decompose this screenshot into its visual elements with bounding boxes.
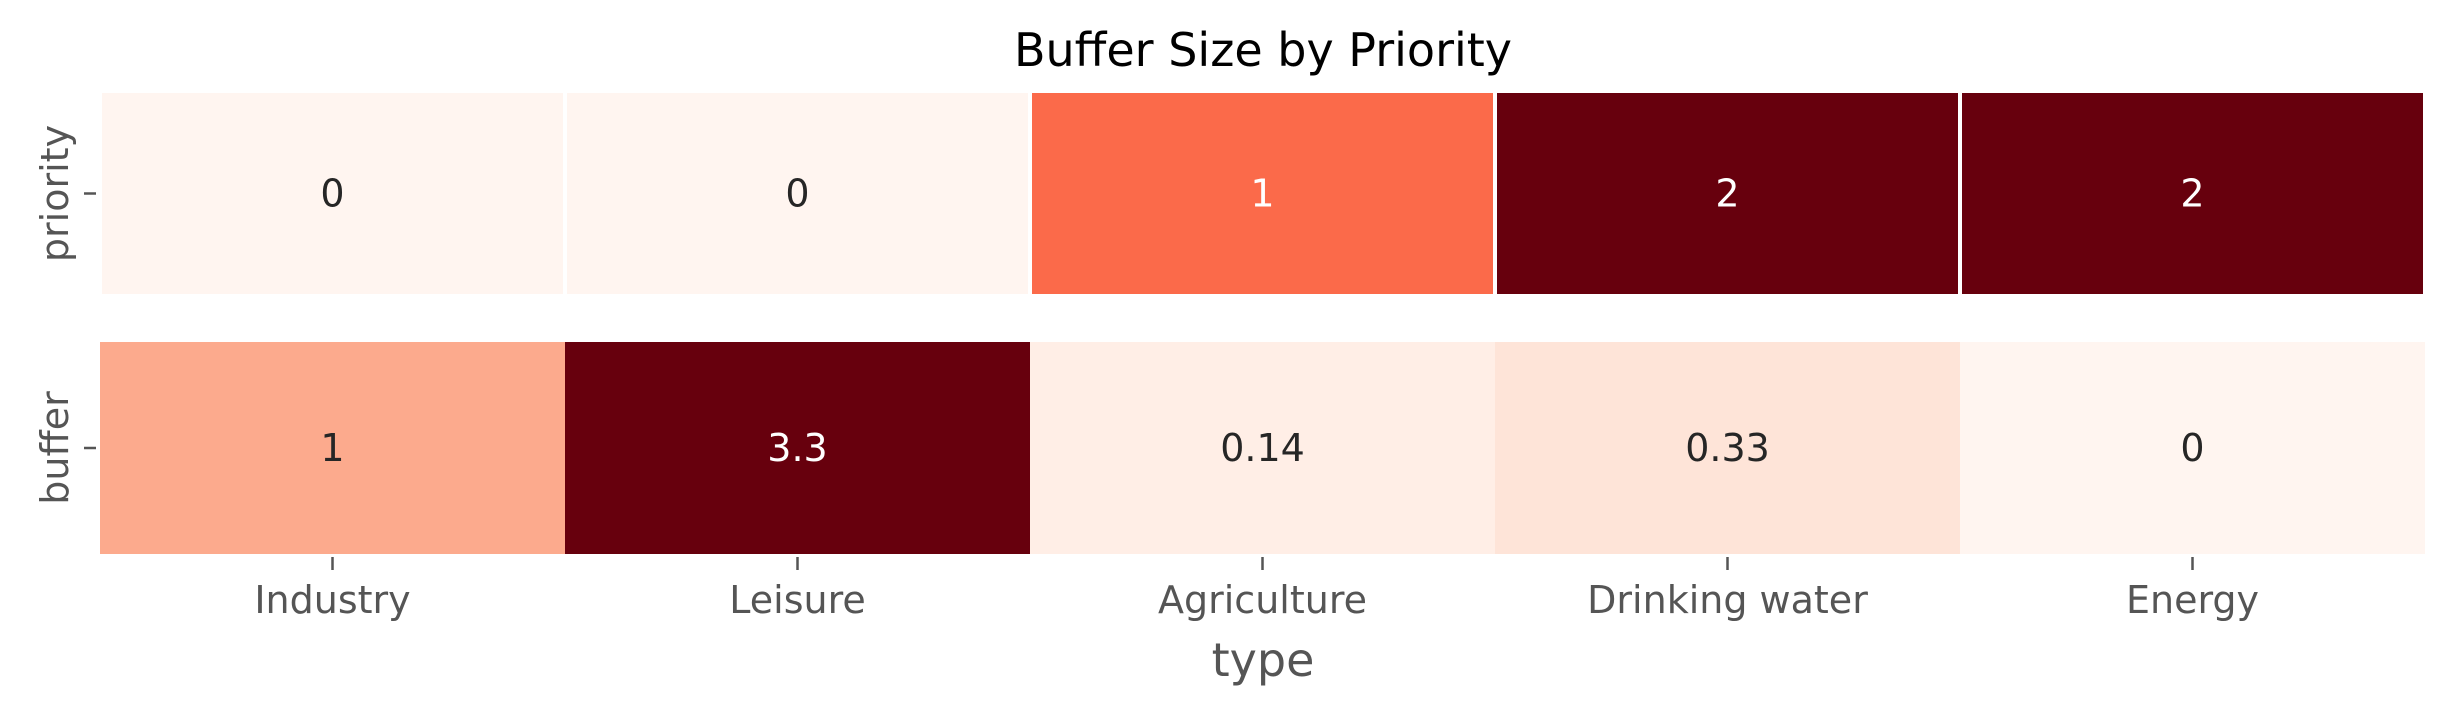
- cell-value-label: 2: [2180, 172, 2204, 216]
- heatmap-cell: [1960, 342, 2425, 554]
- heatmap-row-buffer: 1 3.3 0.14 0.33 0 buffer: [33, 342, 2425, 554]
- x-tick-label: Energy: [2126, 578, 2259, 622]
- x-axis-ticks: Industry Leisure Agriculture Drinking water…: [254, 557, 2259, 622]
- heatmap-cell: [1495, 342, 1960, 554]
- heatmap-cell: [1028, 89, 1497, 298]
- x-axis-label: type: [1212, 633, 1315, 687]
- cell-value-label: 3.3: [767, 426, 827, 470]
- heatmap-cell: [1030, 342, 1495, 554]
- x-tick-label: Industry: [254, 578, 410, 622]
- cell-value-label: 0: [2180, 426, 2204, 470]
- y-tick-label: priority: [33, 125, 77, 262]
- heatmap-cell: [98, 89, 567, 298]
- cell-value-label: 0: [320, 172, 344, 216]
- heatmap-cell: [1958, 89, 2427, 298]
- chart-title: Buffer Size by Priority: [1014, 23, 1512, 77]
- cell-value-label: 1: [320, 426, 344, 470]
- cell-value-label: 0.33: [1685, 426, 1770, 470]
- cell-value-label: 2: [1715, 172, 1739, 216]
- x-tick-label: Drinking water: [1587, 578, 1868, 622]
- cell-value-label: 0: [785, 172, 809, 216]
- heatmap-rows: 0 0 1 2 2 priority 1 3.3 0.14 0.33 0 buffer: [33, 89, 2427, 554]
- heatmap-cell: [100, 342, 565, 554]
- heatmap-row-priority: 0 0 1 2 2 priority: [33, 89, 2427, 298]
- y-tick-label: buffer: [33, 391, 77, 505]
- cell-value-label: 0.14: [1220, 426, 1305, 470]
- x-tick-label: Agriculture: [1158, 578, 1367, 622]
- cell-value-label: 1: [1250, 172, 1274, 216]
- heatmap-cell: [565, 342, 1030, 554]
- heatmap-cell: [1493, 89, 1962, 298]
- heatmap-cell: [563, 89, 1032, 298]
- x-tick-label: Leisure: [729, 578, 866, 622]
